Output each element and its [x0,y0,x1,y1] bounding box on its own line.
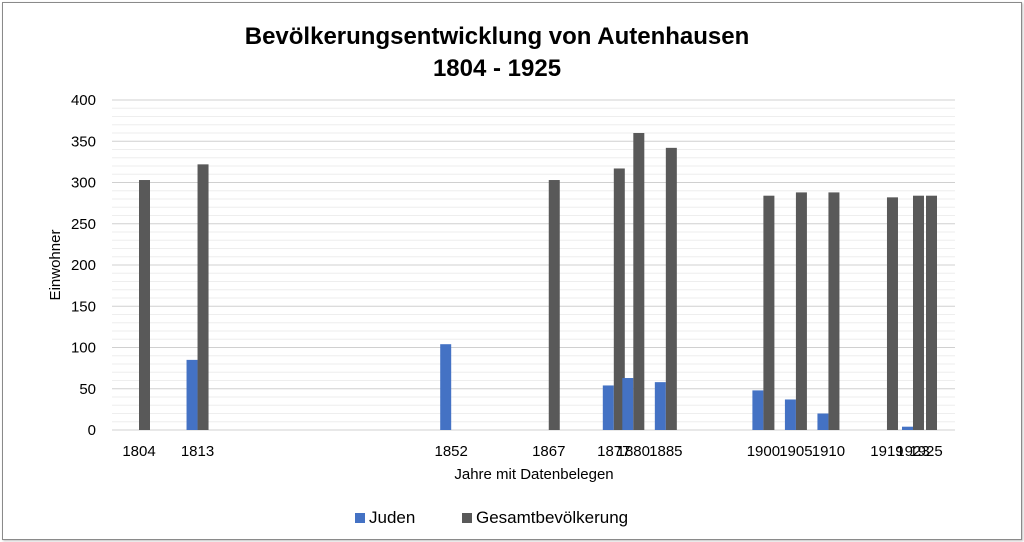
bar-juden [186,359,198,430]
chart-title: Bevölkerungsentwicklung von Autenhausen [245,23,750,50]
x-tick-label: 1877 [597,443,630,460]
legend-label-gesamtbevoelkerung: Gesamtbevölkerung [476,508,628,527]
bar-juden [784,399,796,430]
bar-gesamtbevoelkerung [828,192,840,430]
y-tick-label: 350 [71,133,96,150]
y-tick-label: 100 [71,340,96,357]
x-tick-label: 1852 [435,443,468,460]
x-tick-label: 1880 [617,443,650,460]
x-tick-label: 1900 [747,443,780,460]
legend-swatch-gesamtbevoelkerung [462,513,472,523]
x-tick-label: 1919 [870,443,903,460]
bar-juden [752,390,764,430]
gridlines [112,99,955,431]
bar-juden [622,378,634,430]
bar-juden [440,344,452,430]
legend: Juden Gesamtbevölkerung [355,508,628,527]
x-axis-label: Jahre mit Datenbelegen [454,466,613,483]
bar-gesamtbevoelkerung [197,164,209,430]
bar-gesamtbevoelkerung [795,192,807,430]
bar-juden [901,426,913,430]
chart-subtitle: 1804 - 1925 [433,55,561,82]
x-tick-label: 1813 [181,443,214,460]
bar-gesamtbevoelkerung [886,197,898,430]
x-tick-label: 1885 [649,443,682,460]
x-tick-label: 1923 [896,443,929,460]
bar-gesamtbevoelkerung [912,195,924,430]
bar-juden [654,382,666,430]
bar-gesamtbevoelkerung [548,180,560,430]
legend-label-juden: Juden [369,508,415,527]
bar-gesamtbevoelkerung [139,180,150,430]
bar-juden [602,385,614,430]
y-tick-label: 300 [71,175,96,192]
y-tick-label: 400 [71,92,96,109]
y-axis-label: Einwohner [47,230,64,301]
x-tick-label: 1867 [532,443,565,460]
legend-swatch-juden [355,513,365,523]
y-tick-label: 250 [71,216,96,233]
y-axis-ticks: 0 50 100 150 200 250 300 350 400 [71,92,96,439]
y-tick-label: 150 [71,298,96,315]
y-tick-label: 50 [79,381,96,398]
y-tick-label: 0 [88,422,96,439]
bar-gesamtbevoelkerung [633,133,645,430]
bar-gesamtbevoelkerung [763,195,775,430]
bars [139,133,937,430]
bar-gesamtbevoelkerung [613,168,625,430]
bar-juden [817,413,829,430]
bar-gesamtbevoelkerung [926,195,937,430]
x-tick-label: 1910 [812,443,845,460]
bar-gesamtbevoelkerung [665,147,677,430]
x-tick-label: 1804 [122,443,155,460]
x-tick-label: 1925 [909,443,942,460]
x-tick-label: 1905 [779,443,812,460]
y-tick-label: 200 [71,257,96,274]
